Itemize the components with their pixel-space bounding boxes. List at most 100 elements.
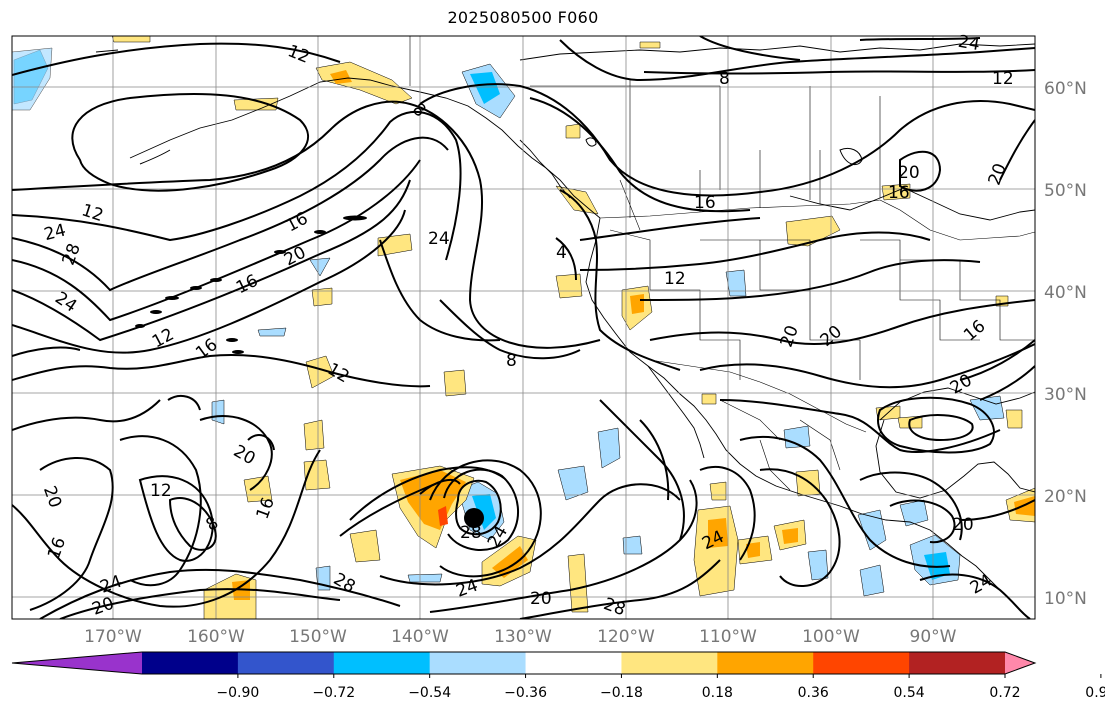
longitude-labels: 170°W 160°W 150°W 140°W 130°W 120°W 110°… — [84, 627, 957, 647]
contour-label: 28 — [460, 523, 482, 543]
latitude-labels: 60°N 50°N 40°N 30°N 20°N 10°N — [1044, 79, 1087, 609]
contour-line — [12, 42, 341, 76]
jet-streak-marker — [150, 310, 162, 314]
colorbar-tick-label: −0.72 — [312, 685, 355, 701]
contour-line — [379, 239, 501, 342]
lon-label-170w: 170°W — [84, 627, 142, 647]
jet-streak-marker — [274, 250, 286, 254]
contour-line — [859, 37, 981, 41]
shade-blue-area — [899, 499, 929, 527]
map-content — [12, 36, 1035, 619]
contour-line — [877, 396, 995, 454]
lon-label-130w: 130°W — [494, 627, 552, 647]
shade-orange-area — [330, 70, 352, 84]
contour-line — [555, 237, 577, 281]
shade-blue-area — [211, 399, 225, 425]
thin-contour — [95, 49, 119, 53]
colorbar-segment — [237, 652, 335, 674]
contour-label: 4 — [556, 243, 567, 263]
map-title: 2025080500 F060 — [447, 8, 599, 27]
lat-label-40n: 40°N — [1044, 283, 1087, 303]
contour-line — [443, 468, 520, 552]
contour-line — [419, 83, 1035, 197]
contour-line — [119, 435, 202, 587]
contour-line — [12, 399, 161, 431]
colorbar-tick-label: 0.54 — [894, 685, 925, 701]
shade-blue-area — [257, 327, 287, 337]
contour-line — [39, 568, 401, 619]
border-canada-provinces — [530, 85, 881, 200]
shade-yellow-area — [349, 529, 381, 563]
shade-yellow-area — [567, 553, 589, 613]
coastline-hudson — [789, 187, 1035, 221]
contour-line — [719, 399, 1001, 453]
thin-contour — [585, 137, 597, 147]
shade-orange-area — [746, 542, 760, 558]
colorbar-segment — [813, 652, 910, 674]
contour-line — [29, 457, 114, 611]
contour-line — [639, 259, 981, 301]
shade-yellow-area — [443, 369, 467, 397]
contour-line — [639, 419, 670, 501]
contour-line — [899, 150, 942, 192]
contour-line — [12, 179, 411, 342]
contour-line — [12, 110, 462, 261]
coastline-baja — [647, 365, 705, 459]
shade-yellow-area — [639, 41, 661, 49]
colorbar — [11, 651, 1037, 675]
colorbar-segment — [333, 652, 431, 674]
contour-line — [12, 209, 406, 354]
colorbar-tick-label: 0.18 — [702, 685, 733, 701]
contour-label: 12 — [992, 69, 1014, 89]
contour-label: 20 — [952, 515, 974, 535]
thin-contour — [839, 147, 863, 166]
contour-label: 16 — [888, 183, 910, 203]
colorbar-segment — [429, 652, 527, 674]
contour-line — [429, 479, 698, 613]
shade-orange-area — [708, 518, 728, 548]
contour-line — [579, 217, 761, 241]
lon-label-160w: 160°W — [187, 627, 245, 647]
contour-line — [959, 499, 1035, 521]
lon-label-140w: 140°W — [391, 627, 449, 647]
contour-line — [379, 483, 681, 586]
lon-label-100w: 100°W — [802, 627, 860, 647]
shade-yellow-area — [233, 97, 279, 111]
contour-label: 24 — [957, 32, 982, 55]
contour-label: 20 — [530, 589, 552, 609]
contour-line — [455, 479, 502, 536]
contour-line — [168, 497, 217, 551]
border-us-canada — [879, 199, 1035, 241]
contour-line — [559, 39, 1035, 82]
coastlines — [129, 43, 1035, 611]
contour-lines — [12, 36, 1035, 619]
shade-yellow-area — [555, 273, 583, 299]
contour-line — [579, 231, 931, 271]
contour-line — [167, 394, 201, 411]
lon-label-150w: 150°W — [289, 627, 347, 647]
contour-label: 12 — [150, 481, 172, 501]
shade-yellow-area — [565, 123, 581, 139]
coastline-arctic — [519, 43, 1035, 61]
shade-yellow-area — [305, 355, 335, 389]
shade-blue-area — [472, 494, 496, 530]
jet-streak-marker — [226, 338, 238, 342]
contour-line — [419, 478, 461, 495]
shade-yellow-area — [111, 36, 151, 43]
jet-streak-marker — [190, 286, 202, 290]
thin-contour — [139, 149, 171, 165]
border-states — [609, 80, 1035, 380]
colorbar-tick-label: −0.36 — [504, 685, 547, 701]
contour-line — [979, 365, 1035, 401]
contour-line — [429, 459, 542, 578]
contour-line — [859, 471, 963, 541]
coastline-gulf-mexico — [875, 419, 1035, 499]
shade-yellow-area — [795, 469, 821, 497]
contour-line — [908, 414, 974, 442]
colorbar-tick-label: 0.72 — [989, 685, 1020, 701]
colorbar-tick-label: −0.54 — [408, 685, 451, 701]
map-frame — [11, 35, 1036, 620]
contour-line — [12, 136, 449, 292]
lon-label-120w: 120°W — [597, 627, 655, 647]
lat-label-10n: 10°N — [1044, 589, 1087, 609]
